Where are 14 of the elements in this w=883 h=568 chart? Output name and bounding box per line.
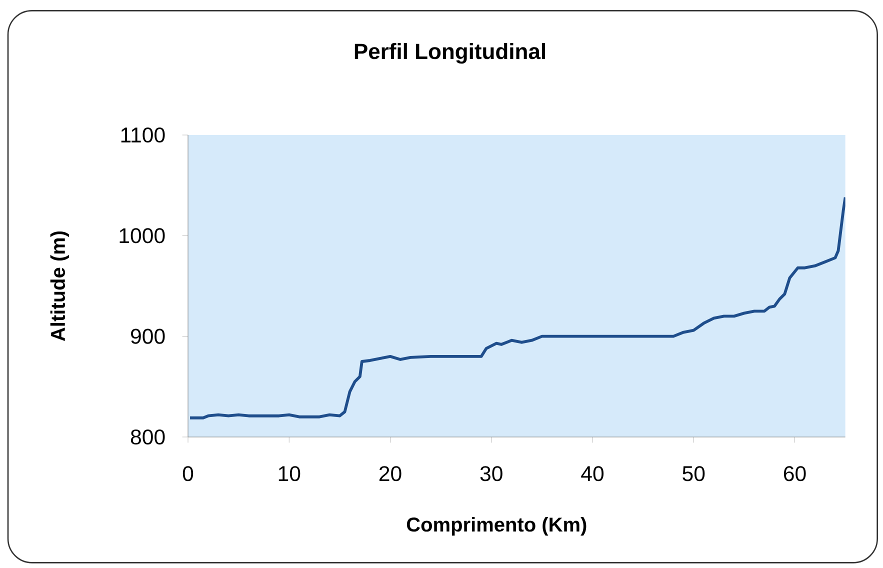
x-tick-label: 50 [682,466,705,482]
x-tick-label: 0 [182,466,194,482]
y-tick-label: 900 [131,328,165,344]
x-tick-label: 10 [278,466,300,482]
y-axis-title: Altitude (m) [50,231,69,342]
y-tick-label: 1000 [120,228,165,244]
x-tick-label: 60 [784,466,806,482]
y-tick-label: 1100 [121,127,165,143]
chart-title: Perfil Longitudinal [354,43,545,64]
x-tick-label: 40 [581,466,604,482]
x-tick-label: 20 [379,466,402,482]
y-tick-label: 800 [130,429,165,445]
x-tick-label: 30 [480,466,502,482]
x-axis-title: Comprimento (Km) [406,516,586,536]
